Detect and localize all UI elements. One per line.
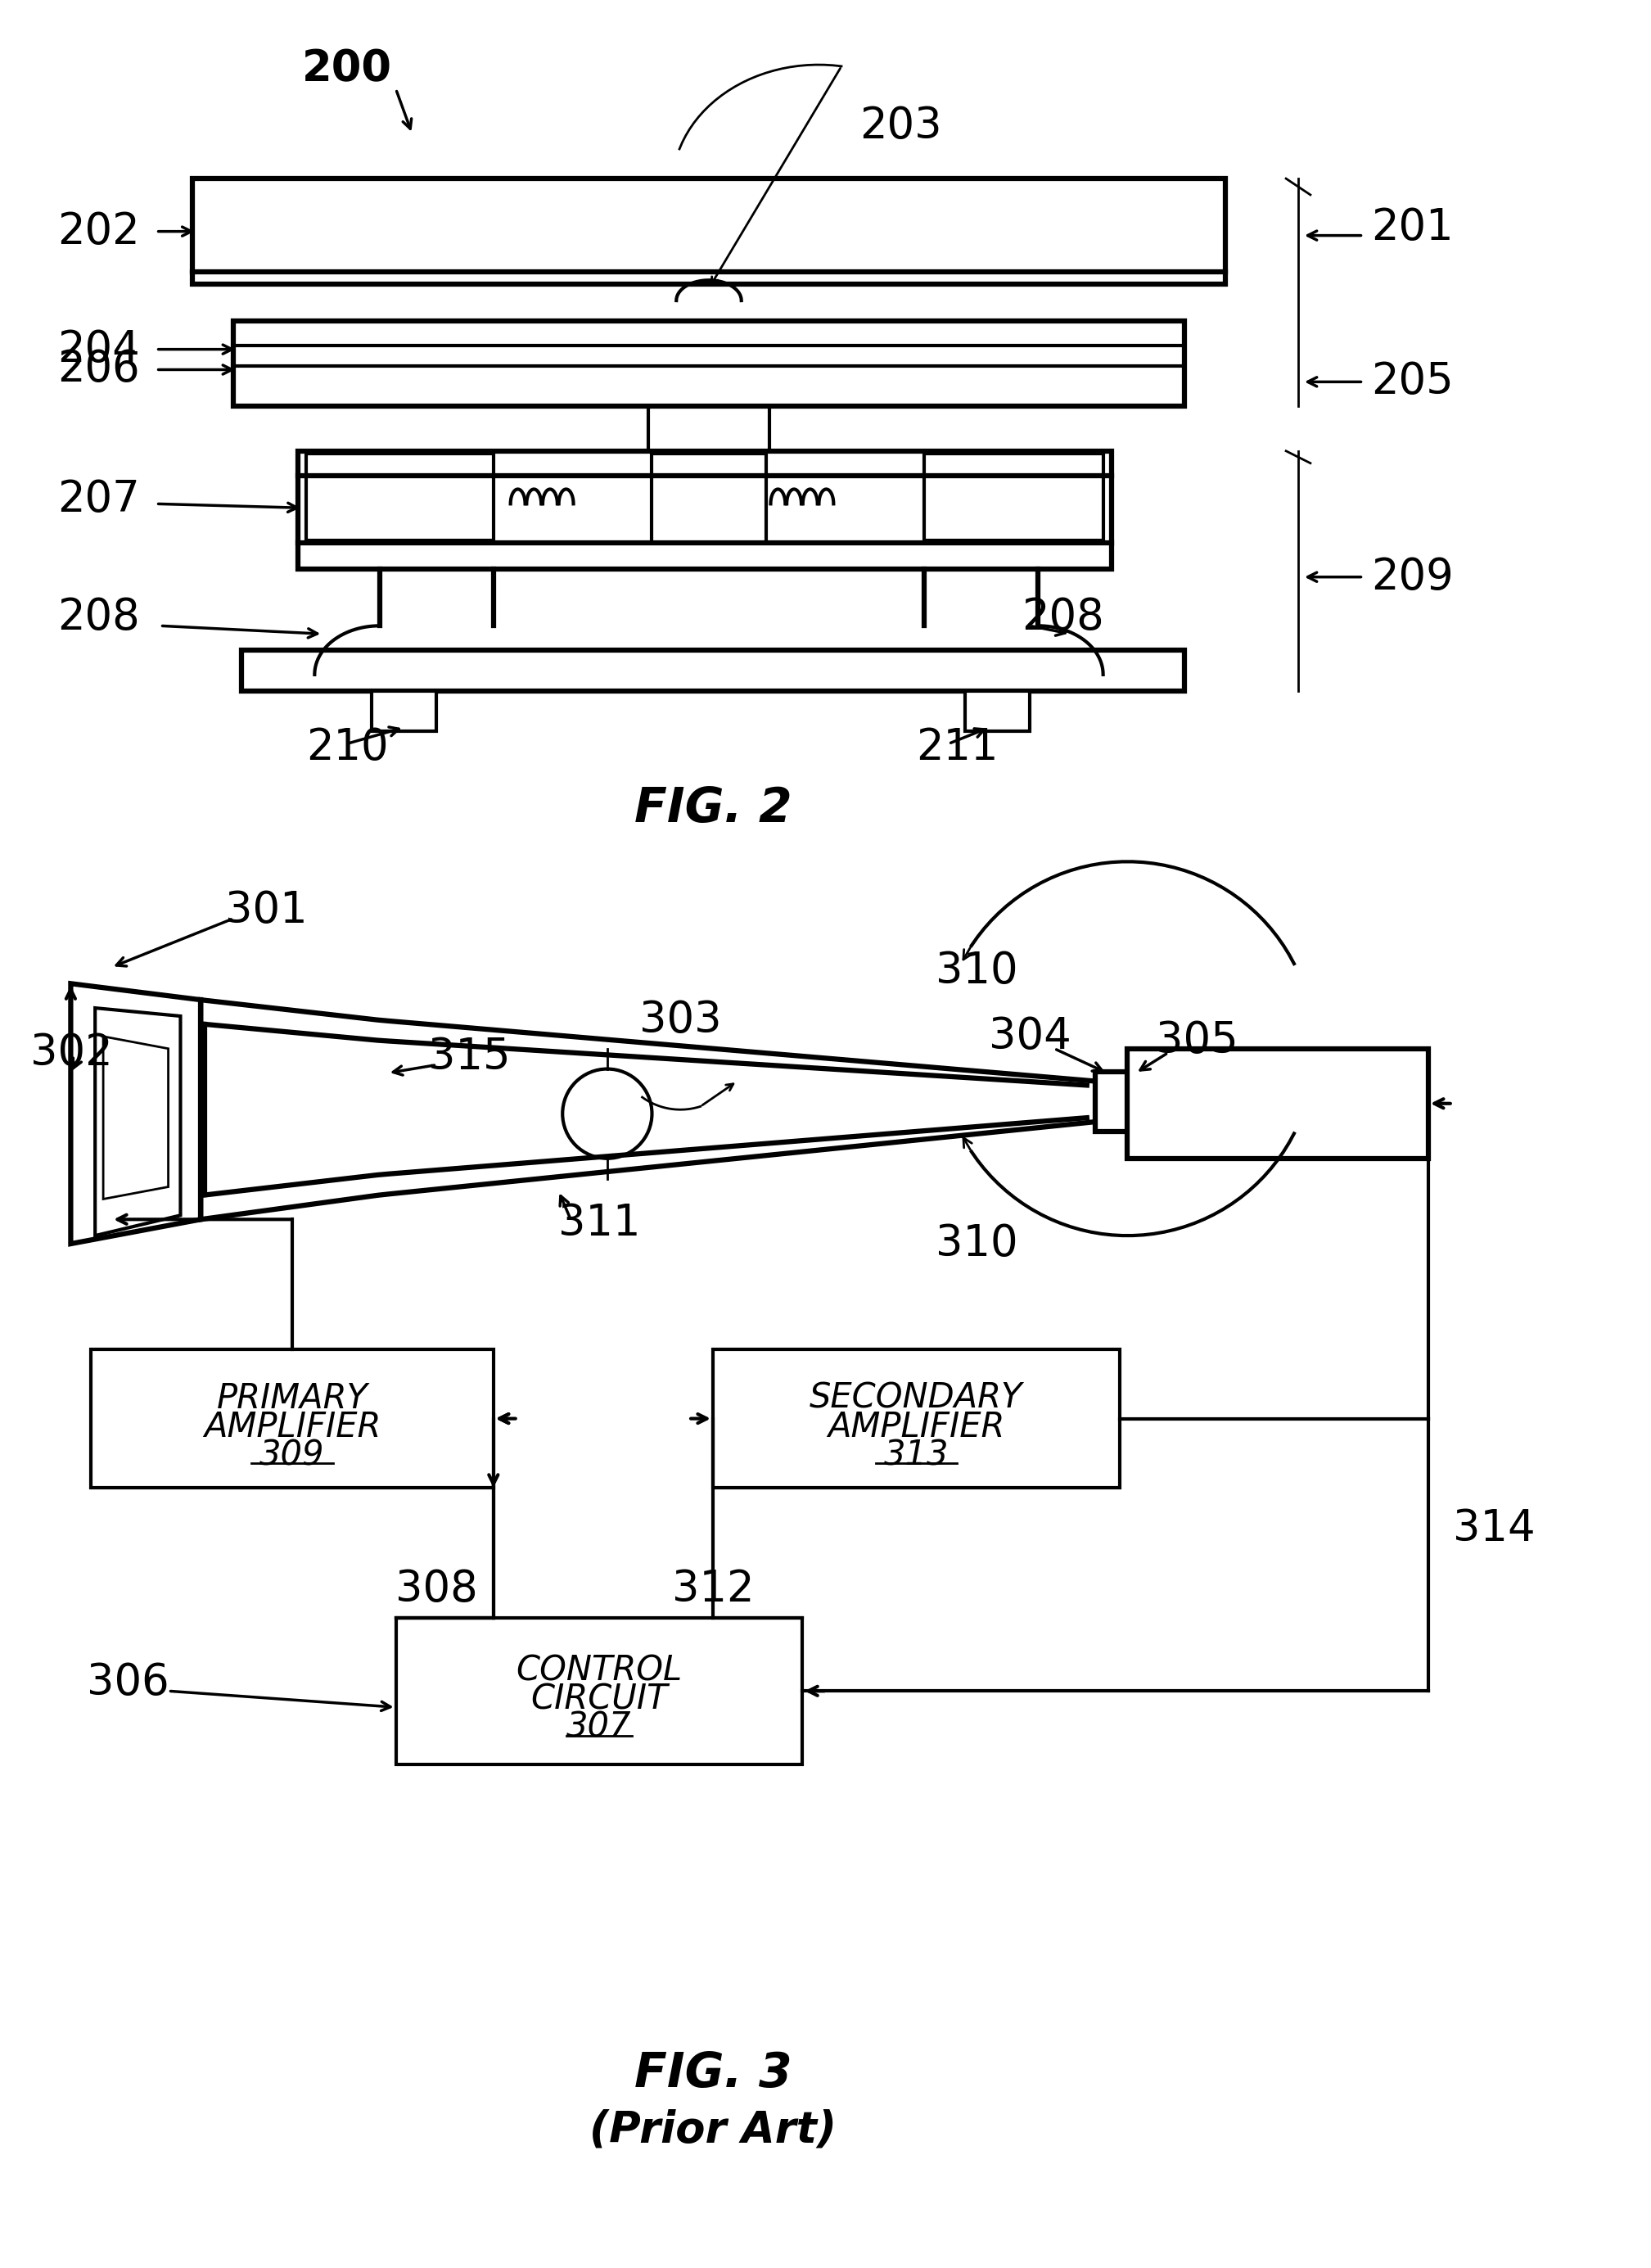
Text: 311: 311 [558, 1202, 641, 1245]
Text: 207: 207 [58, 479, 140, 522]
Text: SECONDARY: SECONDARY [809, 1381, 1022, 1415]
Text: AMPLIFIER: AMPLIFIER [203, 1408, 381, 1445]
Text: (Prior Art): (Prior Art) [589, 2109, 837, 2152]
Text: 314: 314 [1453, 1506, 1535, 1549]
FancyBboxPatch shape [925, 454, 1103, 540]
Text: 208: 208 [1022, 596, 1105, 640]
FancyBboxPatch shape [193, 179, 1225, 284]
Text: CIRCUIT: CIRCUIT [530, 1683, 667, 1717]
Text: 309: 309 [259, 1438, 325, 1472]
Text: 305: 305 [1156, 1018, 1238, 1061]
Text: 307: 307 [566, 1710, 632, 1744]
FancyBboxPatch shape [241, 651, 1184, 692]
Text: 204: 204 [58, 329, 140, 370]
Text: 203: 203 [859, 104, 941, 147]
Text: 306: 306 [88, 1662, 170, 1703]
Text: 205: 205 [1372, 361, 1455, 404]
Text: 303: 303 [639, 998, 721, 1041]
Text: 208: 208 [58, 596, 140, 640]
Text: 301: 301 [225, 889, 307, 932]
FancyBboxPatch shape [299, 451, 1111, 569]
Text: 209: 209 [1372, 556, 1455, 599]
FancyBboxPatch shape [371, 692, 436, 733]
Text: 312: 312 [672, 1567, 755, 1610]
Text: 310: 310 [936, 1222, 1019, 1266]
Text: FIG. 2: FIG. 2 [634, 785, 792, 832]
Text: 211: 211 [916, 726, 999, 769]
Text: 202: 202 [58, 211, 140, 252]
Text: 200: 200 [302, 48, 393, 91]
FancyBboxPatch shape [396, 1617, 802, 1765]
FancyBboxPatch shape [1095, 1070, 1136, 1132]
FancyBboxPatch shape [233, 320, 1184, 406]
FancyBboxPatch shape [307, 454, 494, 540]
Text: 315: 315 [428, 1036, 510, 1077]
Text: 201: 201 [1372, 206, 1455, 249]
FancyBboxPatch shape [91, 1349, 494, 1488]
Text: CONTROL: CONTROL [515, 1653, 682, 1687]
Text: 308: 308 [395, 1567, 477, 1610]
Text: AMPLIFIER: AMPLIFIER [827, 1408, 1005, 1445]
Text: 206: 206 [58, 349, 140, 390]
Text: 210: 210 [307, 726, 390, 769]
Text: PRIMARY: PRIMARY [216, 1381, 368, 1415]
Text: 313: 313 [883, 1438, 949, 1472]
FancyBboxPatch shape [652, 454, 766, 542]
FancyBboxPatch shape [713, 1349, 1119, 1488]
FancyBboxPatch shape [1128, 1048, 1428, 1159]
FancyBboxPatch shape [964, 692, 1030, 733]
Text: 310: 310 [936, 950, 1019, 993]
Text: 304: 304 [989, 1016, 1071, 1057]
Text: FIG. 3: FIG. 3 [634, 2050, 792, 2096]
Text: 302: 302 [30, 1032, 112, 1075]
